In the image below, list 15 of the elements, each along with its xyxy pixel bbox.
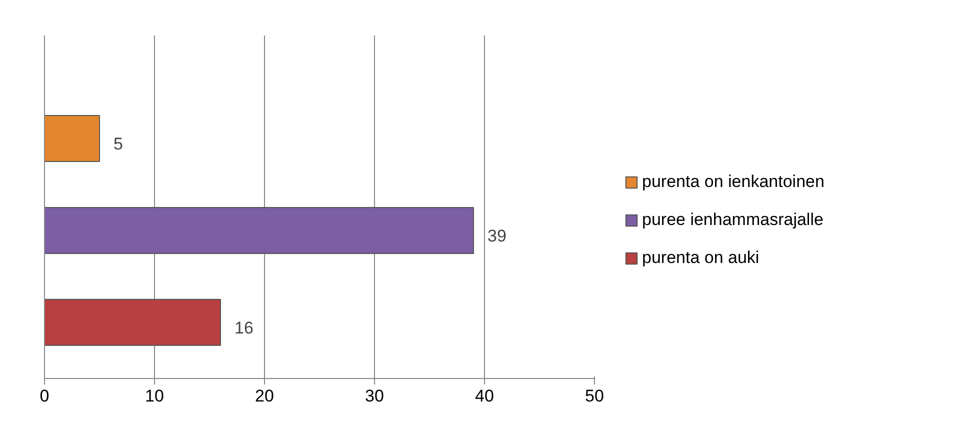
bar (44, 298, 221, 346)
legend-label: puree ienhammasrajalle (642, 210, 824, 230)
x-tick-label: 50 (585, 386, 604, 406)
x-tick-label: 0 (40, 386, 50, 406)
x-tick-label: 20 (255, 386, 274, 406)
data-label: 39 (488, 226, 506, 246)
x-tick-label: 10 (145, 386, 164, 406)
legend-label: purenta on auki (642, 248, 760, 268)
bar (44, 115, 100, 162)
legend-label: purenta on ienkantoinen (642, 172, 824, 192)
bar (44, 206, 474, 254)
x-tick-label: 40 (475, 386, 494, 406)
x-tick-label: 30 (365, 386, 384, 406)
data-label: 16 (234, 318, 254, 338)
data-label: 5 (114, 134, 123, 154)
